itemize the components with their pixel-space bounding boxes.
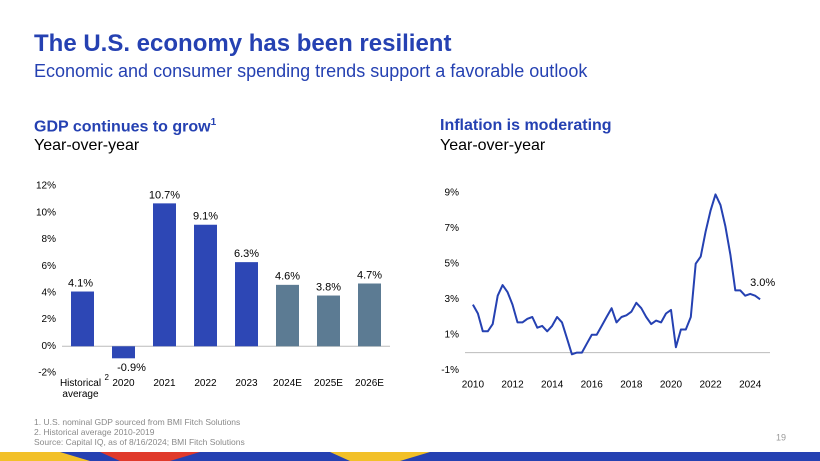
bar: [358, 283, 381, 347]
value-label: 6.3%: [234, 248, 259, 260]
y-tick-label: 1%: [445, 329, 460, 340]
y-tick-label: -2%: [38, 368, 56, 379]
y-tick-label: 8%: [42, 234, 57, 245]
title: The U.S. economy has been resilient: [34, 30, 452, 57]
x-tick-label: 2012: [501, 380, 524, 391]
footnote: Source: Capital IQ, as of 8/16/2024; BMI…: [34, 437, 245, 447]
annotation: 3.0%: [750, 277, 775, 289]
x-tick-label: 2024E: [273, 378, 302, 389]
bar: [194, 224, 217, 347]
chart-title: Inflation is moderating: [440, 117, 612, 134]
footnotes: 1. U.S. nominal GDP sourced from BMI Fit…: [34, 417, 245, 447]
footnote: 1. U.S. nominal GDP sourced from BMI Fit…: [34, 417, 241, 427]
value-label: 4.7%: [357, 269, 382, 281]
chart-title: GDP continues to grow: [34, 118, 211, 136]
y-tick-label: 0%: [42, 341, 57, 352]
value-label: 4.1%: [68, 277, 93, 289]
y-tick-label: 4%: [42, 287, 57, 298]
y-tick-label: 2%: [42, 314, 57, 325]
value-label: 4.6%: [275, 271, 300, 283]
chart-subtitle: Year-over-year: [440, 137, 546, 154]
y-tick-label: 5%: [445, 258, 460, 269]
chart-title-row: GDP continues to grow1: [34, 117, 216, 136]
line: [472, 193, 761, 356]
y-tick-label: 10%: [36, 207, 56, 218]
x-tick-label: 2022: [699, 380, 722, 391]
bar: [317, 295, 340, 347]
stripe: [100, 452, 200, 461]
x-tick-label: 2026E: [355, 378, 384, 389]
bar: [153, 203, 176, 347]
subtitle: Economic and consumer spending trends su…: [34, 61, 588, 81]
x-tick-label: 2020: [112, 378, 135, 389]
x-tick-label: 2023: [235, 378, 258, 389]
y-tick-label: 7%: [445, 223, 460, 234]
y-tick-label: 12%: [36, 181, 56, 192]
x-tick-label: 2018: [620, 380, 643, 391]
bar: [276, 284, 299, 347]
x-tick-label: 2021: [153, 378, 176, 389]
y-tick-label: 6%: [42, 261, 57, 272]
value-label: 9.1%: [193, 211, 218, 223]
x-tick-label: 2020: [660, 380, 683, 391]
stripe: [330, 452, 430, 461]
value-label: 10.7%: [149, 189, 180, 201]
y-tick-label: -1%: [441, 365, 459, 376]
x-tick-label: 2010: [462, 380, 485, 391]
bar: [112, 346, 135, 359]
bar: [235, 262, 258, 347]
page-number: 19: [776, 432, 786, 442]
value-label: 3.8%: [316, 281, 341, 293]
category-note: 2: [105, 373, 110, 382]
y-tick-label: 3%: [445, 294, 460, 305]
x-tick-label: 2014: [541, 380, 564, 391]
x-tick-label: 2024: [739, 380, 762, 391]
footnote: 2. Historical average 2010-2019: [34, 427, 155, 437]
x-tick-label: 2025E: [314, 378, 343, 389]
value-label: -0.9%: [117, 362, 146, 374]
chart-subtitle: Year-over-year: [34, 137, 140, 154]
title-note: 1: [210, 117, 217, 128]
x-tick-label: Historical average: [59, 378, 102, 400]
bar: [71, 291, 94, 347]
x-tick-label: 2022: [194, 378, 217, 389]
y-tick-label: 9%: [445, 187, 460, 198]
stripe: [0, 452, 90, 461]
x-tick-label: 2016: [581, 380, 604, 391]
